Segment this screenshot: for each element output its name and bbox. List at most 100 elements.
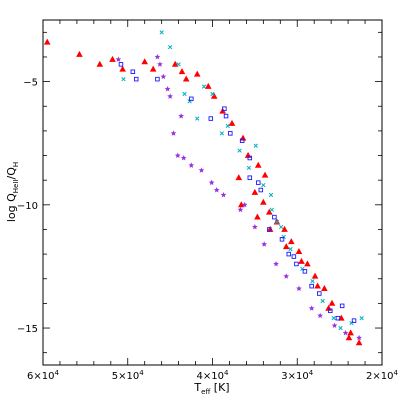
star-point — [170, 130, 177, 136]
triangle-point — [235, 174, 243, 181]
triangle-point — [149, 65, 157, 72]
square-point — [294, 261, 299, 267]
square-point — [223, 113, 229, 119]
y-axis-title: log QHeII/QH — [5, 162, 20, 222]
triangle-point — [266, 225, 274, 232]
cross-point — [261, 182, 266, 188]
star-point — [296, 285, 302, 292]
cross-point — [269, 207, 274, 212]
triangle-point — [295, 248, 303, 255]
cross-point — [121, 76, 126, 82]
data-points — [43, 30, 364, 346]
cross-point — [219, 131, 224, 136]
cross-point — [201, 84, 207, 89]
cross-point — [310, 279, 315, 284]
square-point — [286, 251, 292, 257]
square-point — [339, 303, 345, 309]
triangle-point — [304, 260, 311, 267]
star-point — [188, 162, 195, 168]
y-tick-labels: −5 −10 −15 — [17, 78, 38, 335]
cross-point — [159, 30, 164, 35]
triangle-point — [321, 285, 328, 292]
square-point — [208, 116, 214, 121]
star-point — [356, 334, 362, 341]
star-point — [273, 260, 279, 267]
cross-point — [349, 320, 354, 326]
triangle-point — [251, 188, 259, 195]
triangle-point — [109, 55, 116, 62]
x-tick-label: 2×104 — [366, 369, 398, 382]
square-point — [302, 269, 308, 274]
square-point — [256, 180, 261, 185]
triangle-point — [265, 208, 273, 215]
cross-point — [167, 44, 173, 50]
triangle-point — [119, 65, 126, 72]
cross-point — [338, 325, 343, 331]
cross-point — [278, 224, 284, 230]
triangle-point — [171, 60, 179, 67]
star-point — [198, 167, 205, 173]
cross-point — [187, 99, 192, 104]
triangle-point — [298, 257, 305, 264]
square-point — [228, 131, 233, 136]
square-point — [267, 227, 272, 232]
star-point — [164, 86, 171, 92]
triangle-point — [204, 82, 212, 89]
triangle-point — [328, 299, 336, 306]
star-point — [213, 187, 220, 193]
cross-point — [176, 62, 181, 67]
triangle-point — [76, 50, 83, 57]
square-point — [328, 308, 333, 314]
square-point — [222, 106, 227, 111]
star-point — [283, 273, 290, 279]
star-point — [115, 56, 122, 62]
triangle-point — [355, 339, 363, 346]
star-point — [208, 179, 215, 186]
cross-point — [281, 234, 286, 240]
triangle-point — [178, 68, 186, 75]
triangle-point — [314, 282, 321, 289]
triangle-point — [260, 198, 267, 205]
axis-ticks — [42, 20, 383, 365]
square-point — [247, 175, 253, 180]
star-point — [252, 224, 258, 230]
star-point — [178, 113, 184, 119]
cross-point — [359, 316, 364, 321]
square-point — [335, 315, 341, 321]
x-tick-label: 5×104 — [112, 369, 144, 382]
triangle-point — [282, 243, 290, 250]
cross-point — [331, 316, 336, 321]
triangle-point — [141, 58, 148, 65]
cross-point — [210, 91, 215, 97]
square-point — [189, 96, 194, 102]
triangle-point — [254, 213, 261, 220]
cross-point — [195, 116, 200, 121]
star-point — [237, 206, 244, 213]
cross-point — [182, 91, 187, 97]
cross-point — [288, 247, 293, 252]
triangle-point — [288, 238, 295, 245]
star-point — [241, 201, 248, 208]
cross-point — [253, 143, 258, 148]
square-point — [291, 254, 297, 259]
square-point — [258, 187, 264, 193]
cross-point — [274, 219, 280, 225]
star-point — [160, 73, 167, 80]
triangle-point — [345, 334, 353, 341]
triangle-point — [347, 329, 354, 336]
square-point — [317, 291, 322, 296]
star-point — [180, 155, 187, 161]
square-point — [239, 138, 245, 143]
cross-point — [320, 298, 325, 304]
y-tick-label: −15 — [17, 324, 38, 335]
square-point — [118, 62, 124, 67]
square-point — [247, 155, 253, 161]
triangle-point — [311, 272, 319, 279]
plot-frame — [42, 19, 383, 366]
square-point — [279, 237, 285, 242]
triangle-point — [254, 161, 262, 168]
star-point — [167, 93, 173, 99]
triangle-point — [43, 38, 51, 45]
triangle-point — [281, 225, 288, 232]
x-tick-labels: 6×104 5×104 4×104 3×104 2×104 — [27, 369, 398, 382]
